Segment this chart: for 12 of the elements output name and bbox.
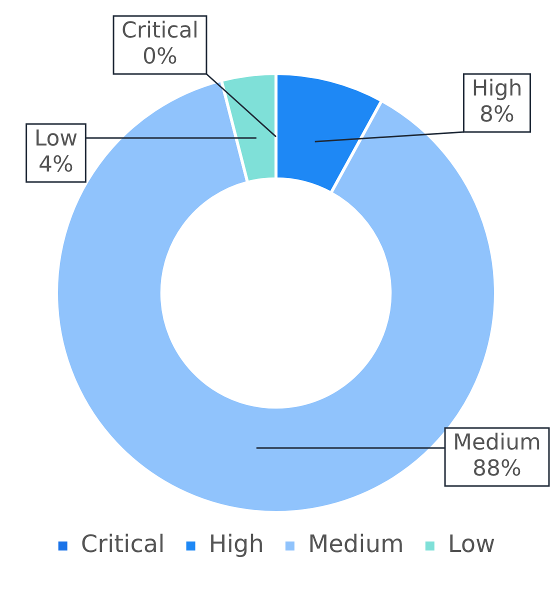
slice-label: Medium (453, 430, 541, 456)
legend-label: Medium (308, 530, 404, 558)
legend-label: High (208, 530, 264, 558)
category-label: Critical (122, 18, 198, 44)
data-label: 88% (472, 456, 522, 482)
data-label: 8% (480, 102, 514, 128)
legend-label: Critical (80, 530, 165, 558)
slice-label: High (472, 76, 522, 102)
slice-label: Low (34, 126, 78, 152)
data-label: 4% (38, 152, 74, 178)
legend-label: Low (448, 530, 496, 558)
text: 0% (142, 44, 178, 70)
